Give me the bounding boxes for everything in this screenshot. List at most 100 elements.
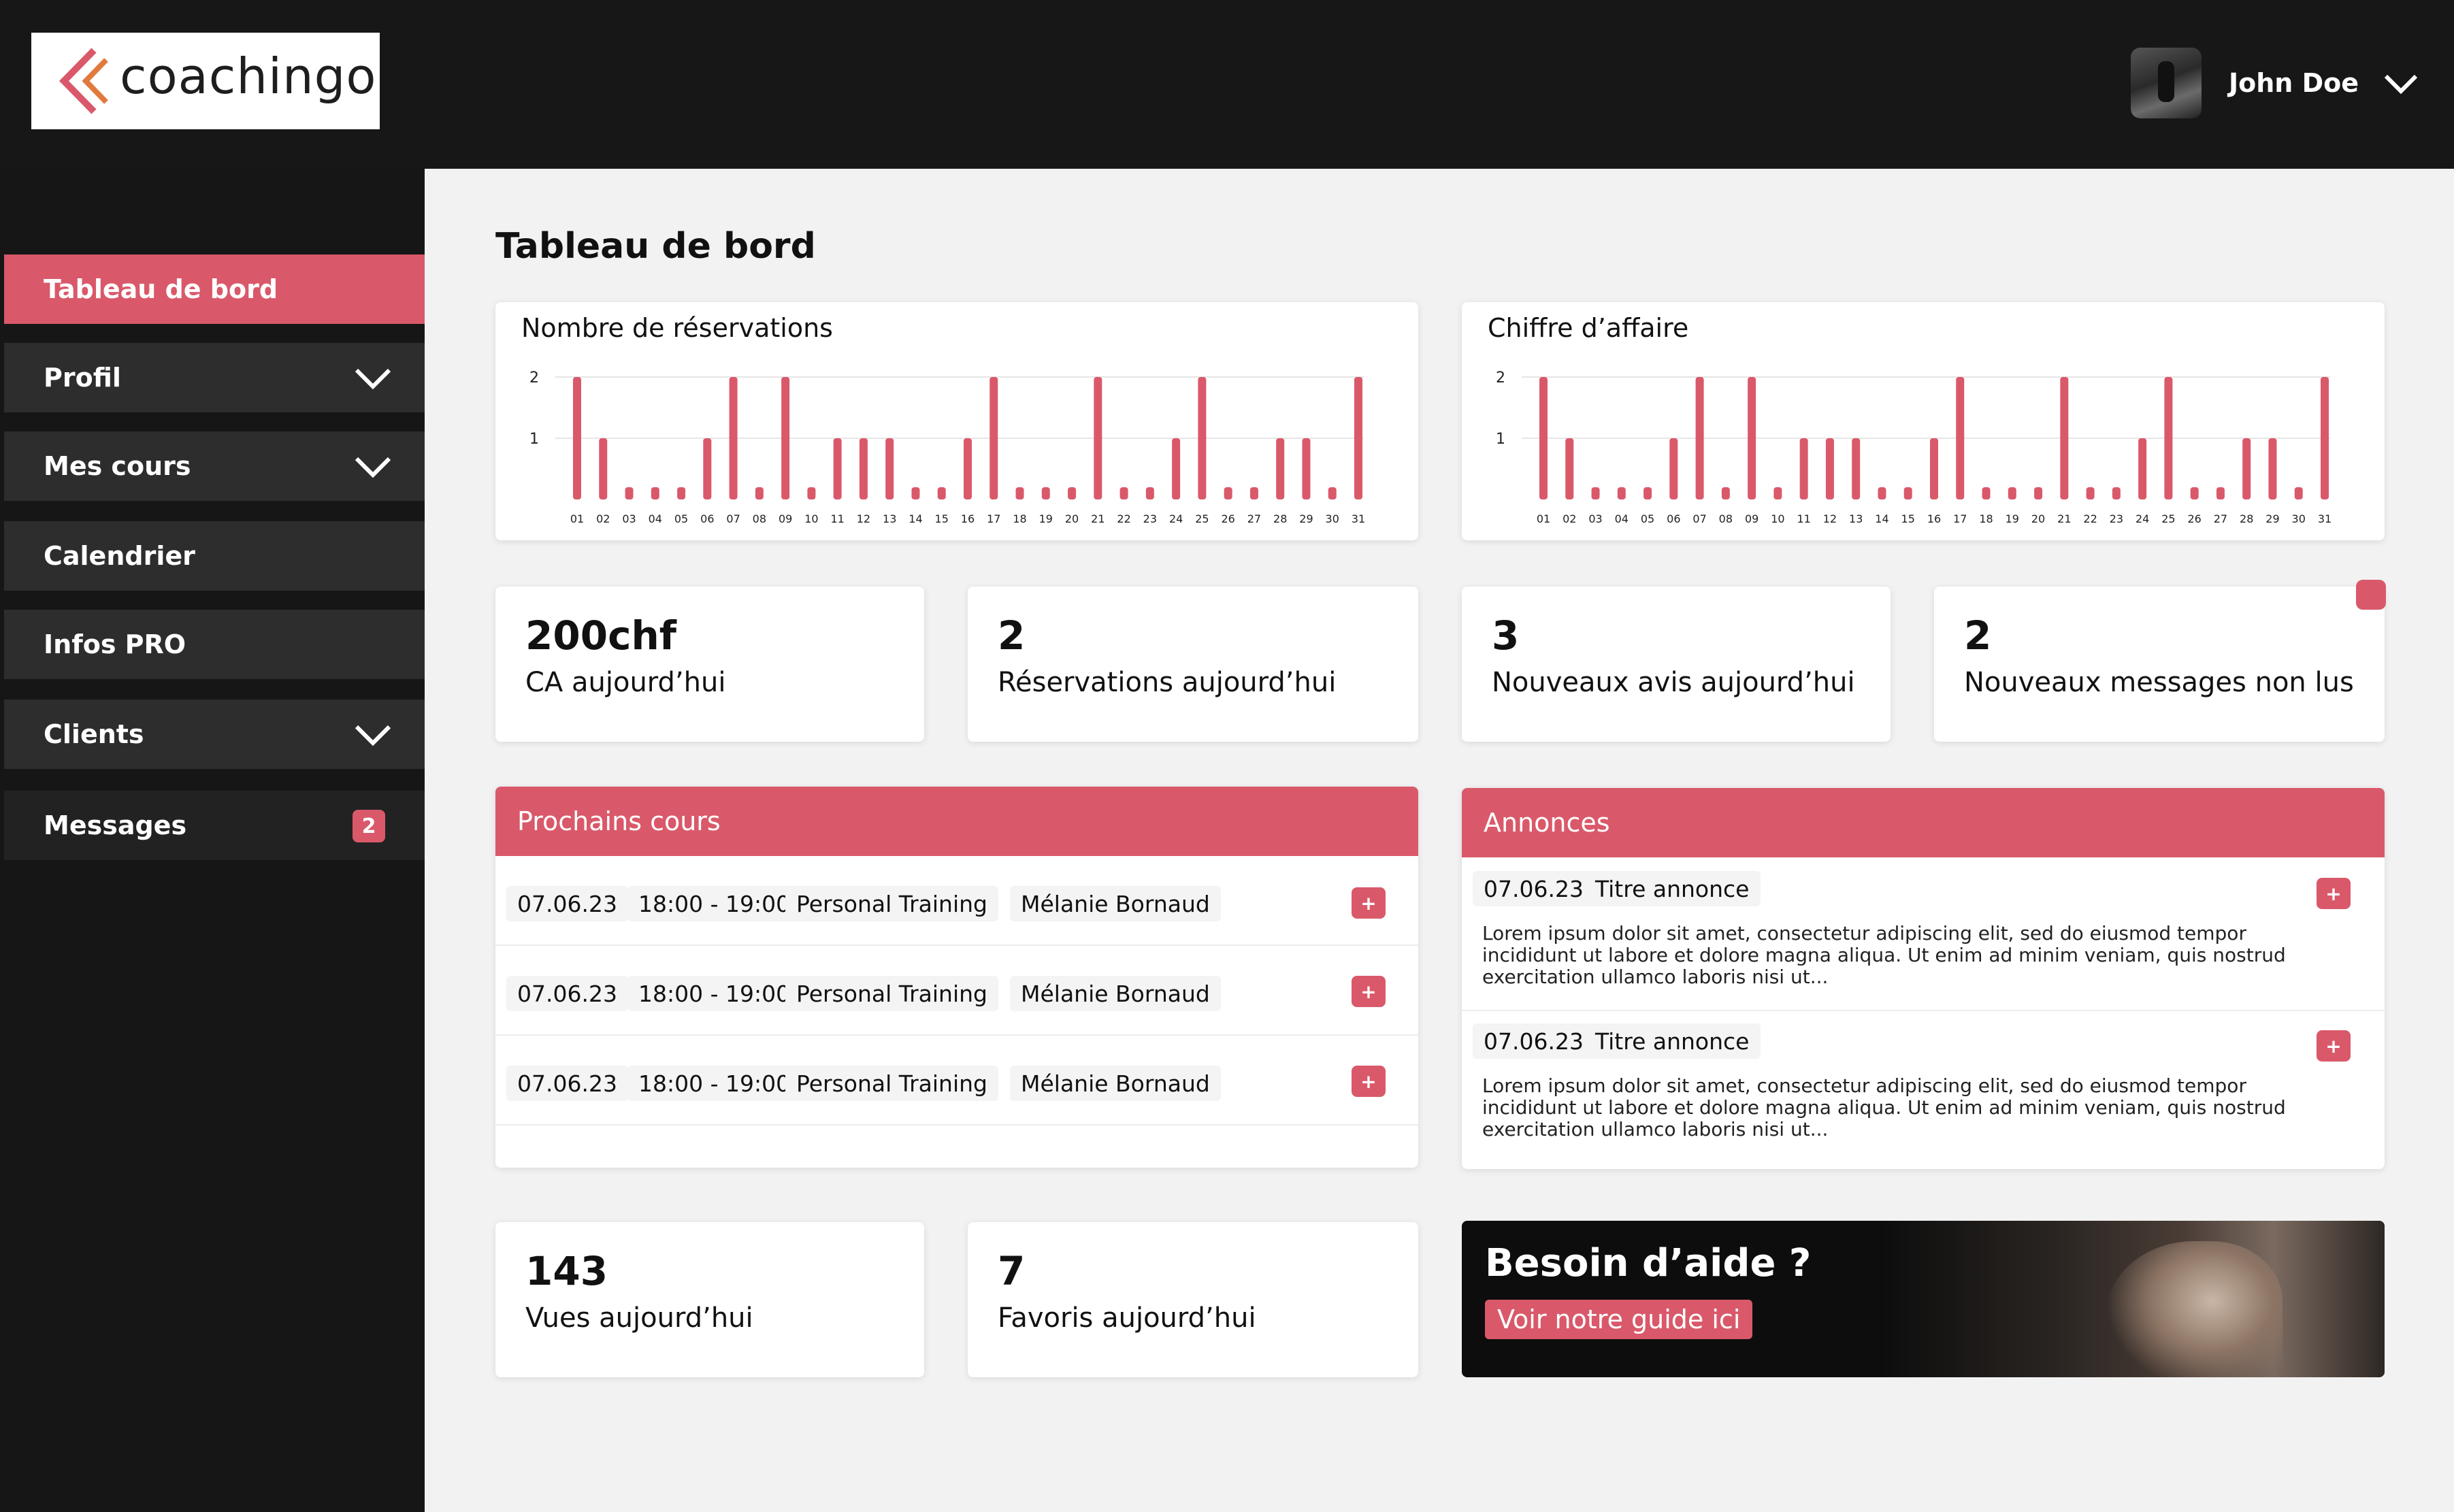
stat-card-revenue[interactable]: 200chf CA aujourd’hui xyxy=(495,587,924,742)
chart-bar[interactable] xyxy=(2008,487,2016,499)
chart-bar[interactable] xyxy=(1721,487,1730,499)
chart-bar[interactable] xyxy=(2112,487,2121,499)
stat-card-reviews[interactable]: 3 Nouveaux avis aujourd’hui xyxy=(1462,587,1891,742)
sidebar-item-profil[interactable]: Profil xyxy=(4,343,425,412)
chart-bar[interactable] xyxy=(573,377,581,499)
guide-button[interactable]: Voir notre guide ici xyxy=(1485,1300,1753,1339)
chart-bar[interactable] xyxy=(1068,487,1077,499)
chart-bar[interactable] xyxy=(2190,487,2199,499)
avatar[interactable] xyxy=(2130,48,2202,118)
chevron-down-icon[interactable] xyxy=(353,453,393,480)
chart-bar[interactable] xyxy=(885,438,894,499)
chart-bar[interactable] xyxy=(2294,487,2303,499)
chart-bar[interactable] xyxy=(1145,487,1154,499)
x-tick-label: 31 xyxy=(1352,512,1365,525)
announcement-item[interactable]: 07.06.23 Titre annonce + Lorem ipsum dol… xyxy=(1462,1011,2385,1165)
chart-bar[interactable] xyxy=(2268,438,2277,499)
chart-bar[interactable] xyxy=(2242,438,2251,499)
chart-bar[interactable] xyxy=(833,438,842,499)
stat-card-favorites[interactable]: 7 Favoris aujourd’hui xyxy=(968,1222,1418,1377)
chart-bar[interactable] xyxy=(1119,487,1128,499)
stat-card-messages[interactable]: 2 Nouveaux messages non lus xyxy=(1934,587,2385,742)
chart-bar[interactable] xyxy=(1172,438,1181,499)
chart-bar[interactable] xyxy=(1015,487,1024,499)
chart-bar[interactable] xyxy=(1224,487,1232,499)
chart-bar[interactable] xyxy=(1930,438,1938,499)
chart-bar[interactable] xyxy=(1956,377,1965,499)
chart-bar[interactable] xyxy=(964,438,972,499)
chart-bar[interactable] xyxy=(2086,487,2095,499)
chart-bar[interactable] xyxy=(2138,438,2147,499)
chart-bar[interactable] xyxy=(625,487,634,499)
announcement-open-button[interactable]: + xyxy=(2317,878,2351,909)
chevron-down-icon[interactable] xyxy=(2382,69,2420,97)
chart-bar[interactable] xyxy=(1903,487,1912,499)
chart-bar[interactable] xyxy=(859,438,868,499)
course-row[interactable]: 07.06.23 18:00 - 19:00 Personal Training… xyxy=(495,946,1418,1036)
x-tick-label: 06 xyxy=(700,512,714,525)
chart-bar[interactable] xyxy=(1982,487,1991,499)
sidebar-item-mes-cours[interactable]: Mes cours xyxy=(4,431,425,501)
chart-bar[interactable] xyxy=(1328,487,1337,499)
help-banner[interactable]: Besoin d’aide ? Voir notre guide ici xyxy=(1462,1221,2385,1377)
chart-bar[interactable] xyxy=(1695,377,1704,499)
chart-bar[interactable] xyxy=(729,377,738,499)
chart-bar[interactable] xyxy=(677,487,686,499)
chart-bar[interactable] xyxy=(2321,377,2329,499)
sidebar-item-infos-pro[interactable]: Infos PRO xyxy=(4,610,425,679)
x-tick-label: 30 xyxy=(1326,512,1339,525)
chart-bar[interactable] xyxy=(651,487,659,499)
chart-bar[interactable] xyxy=(2060,377,2069,499)
chart-bar[interactable] xyxy=(1643,487,1652,499)
chart-bar[interactable] xyxy=(1539,377,1548,499)
chart-bar[interactable] xyxy=(911,487,920,499)
chart-bar[interactable] xyxy=(781,377,790,499)
chart-bar[interactable] xyxy=(1354,377,1362,499)
sidebar-item-label: Messages xyxy=(44,810,187,840)
chart-bar[interactable] xyxy=(1825,438,1834,499)
sidebar-item-calendrier[interactable]: Calendrier xyxy=(4,521,425,591)
chart-bar[interactable] xyxy=(989,377,998,499)
chart-bar[interactable] xyxy=(1669,438,1678,499)
chart-bar[interactable] xyxy=(2216,487,2225,499)
sidebar-item-dashboard[interactable]: Tableau de bord xyxy=(4,254,425,324)
announcement-item[interactable]: 07.06.23 Titre annonce + Lorem ipsum dol… xyxy=(1462,857,2385,1011)
chart-bar[interactable] xyxy=(1565,438,1574,499)
chart-bar[interactable] xyxy=(1041,487,1050,499)
chart-bar[interactable] xyxy=(1799,438,1808,499)
chart-bar[interactable] xyxy=(1249,487,1258,499)
course-client: Mélanie Bornaud xyxy=(1010,976,1221,1011)
chart-bar[interactable] xyxy=(807,487,816,499)
chart-bar[interactable] xyxy=(1852,438,1861,499)
stat-card-views[interactable]: 143 Vues aujourd’hui xyxy=(495,1222,924,1377)
chart-bar[interactable] xyxy=(1094,377,1102,499)
course-open-button[interactable]: + xyxy=(1352,887,1386,919)
chart-bar[interactable] xyxy=(755,487,764,499)
sidebar-item-messages[interactable]: Messages 2 xyxy=(4,791,425,860)
chart-bar[interactable] xyxy=(937,487,946,499)
course-row[interactable]: 07.06.23 18:00 - 19:00 Personal Training… xyxy=(495,856,1418,946)
announcement-open-button[interactable]: + xyxy=(2317,1030,2351,1062)
logo[interactable]: coachingo xyxy=(31,33,380,129)
chart-bar[interactable] xyxy=(1748,377,1756,499)
sidebar-item-clients[interactable]: Clients xyxy=(4,700,425,769)
chart-bar[interactable] xyxy=(1617,487,1626,499)
x-tick-label: 13 xyxy=(883,512,896,525)
course-row[interactable]: 07.06.23 18:00 - 19:00 Personal Training… xyxy=(495,1036,1418,1125)
chart-bar[interactable] xyxy=(599,438,608,499)
chart-bar[interactable] xyxy=(1198,377,1207,499)
chevron-down-icon[interactable] xyxy=(353,721,393,749)
chart-bar[interactable] xyxy=(703,438,712,499)
stat-card-reservations[interactable]: 2 Réservations aujourd’hui xyxy=(968,587,1418,742)
user-menu[interactable]: John Doe xyxy=(2130,48,2420,118)
chevron-down-icon[interactable] xyxy=(353,365,393,392)
chart-bar[interactable] xyxy=(1302,438,1311,499)
course-open-button[interactable]: + xyxy=(1352,976,1386,1007)
chart-bar[interactable] xyxy=(2034,487,2043,499)
chart-bar[interactable] xyxy=(2164,377,2173,499)
chart-bar[interactable] xyxy=(1878,487,1886,499)
chart-bar[interactable] xyxy=(1591,487,1600,499)
course-open-button[interactable]: + xyxy=(1352,1066,1386,1097)
chart-bar[interactable] xyxy=(1276,438,1285,499)
chart-bar[interactable] xyxy=(1773,487,1782,499)
